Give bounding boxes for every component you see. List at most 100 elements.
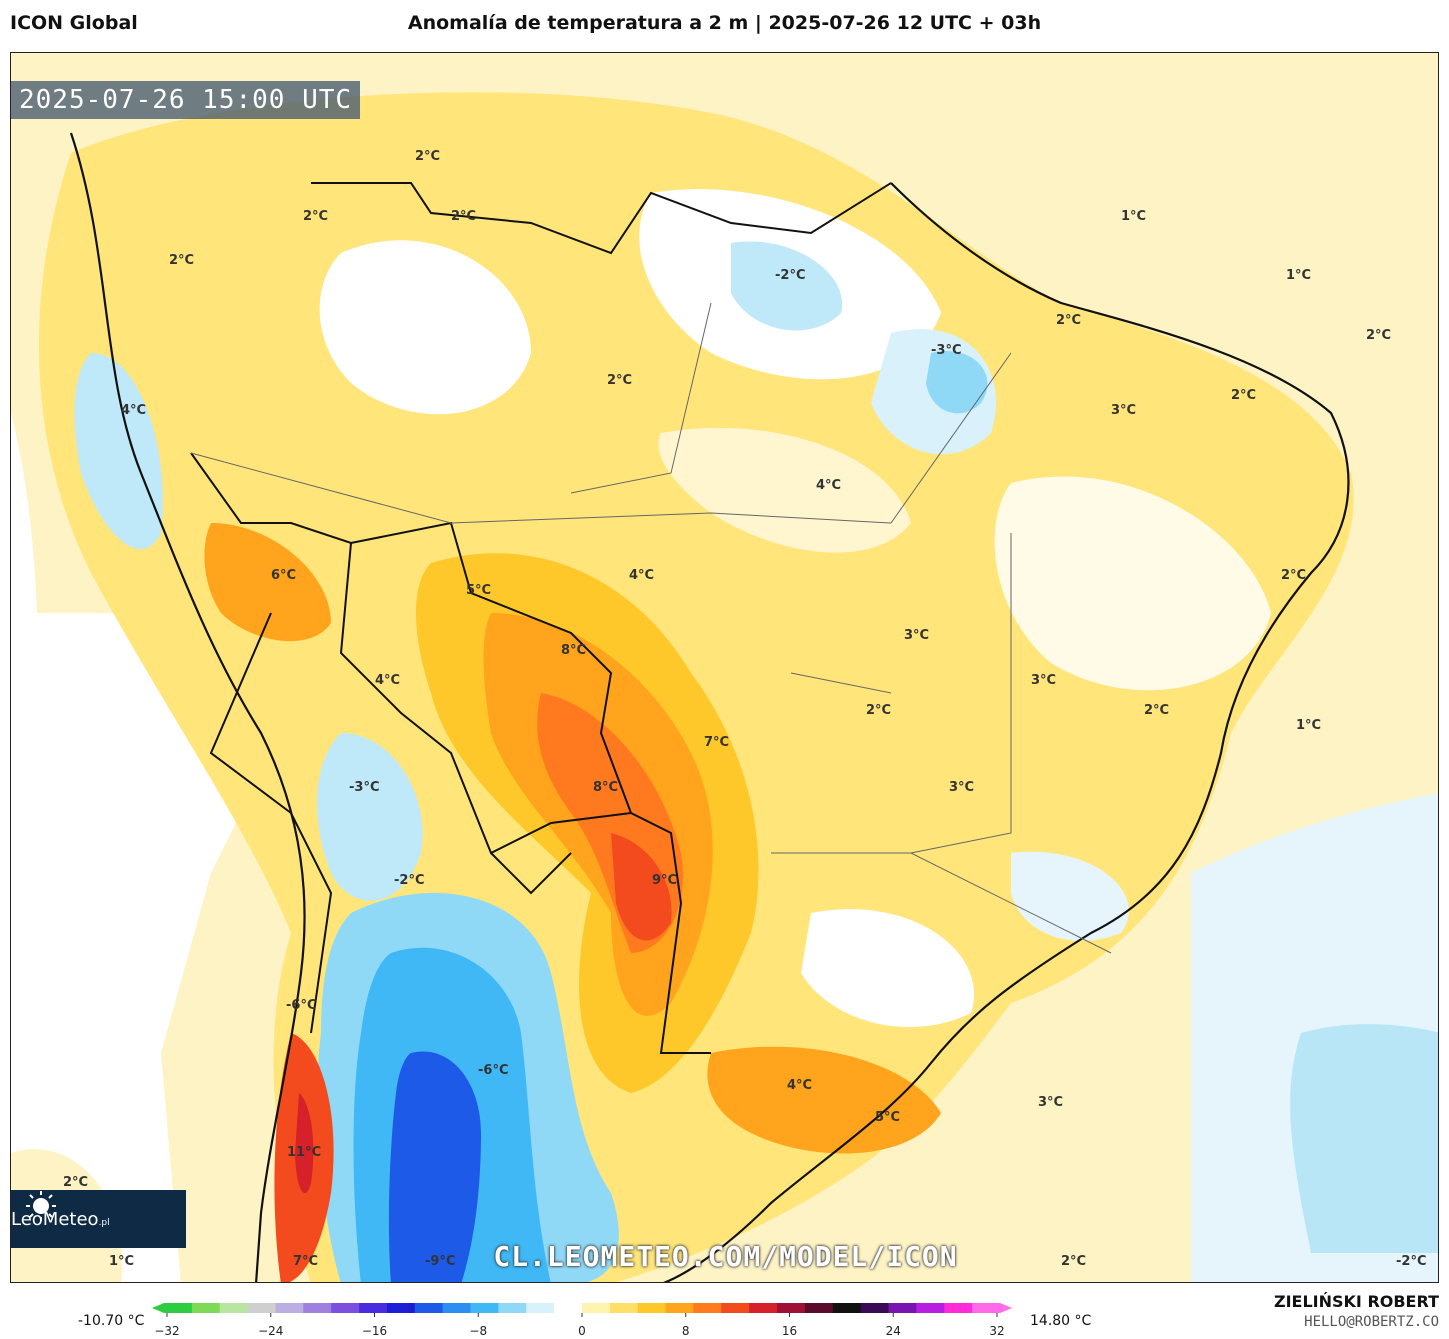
- anomaly-field: [11, 53, 1438, 1282]
- valid-time-stamp: 2025-07-26 15:00 UTC: [11, 81, 361, 119]
- colorbar-min-label: -10.70 °C: [78, 1313, 145, 1329]
- contour-label: -2°C: [775, 268, 806, 283]
- contour-label: 2°C: [1056, 313, 1082, 328]
- colorbar-swatch: [609, 1303, 639, 1313]
- website-link[interactable]: CL.LEOMETEO.COM/MODEL/ICON: [493, 1240, 958, 1273]
- colorbar-swatch: [331, 1303, 360, 1313]
- contour-label: 7°C: [293, 1254, 319, 1269]
- colorbar-swatch: [693, 1303, 722, 1313]
- contour-label: 2°C: [1231, 388, 1257, 403]
- logo-brand: LeoMeteo: [11, 1208, 99, 1230]
- contour-label: 4°C: [816, 478, 842, 493]
- contour-label: 2°C: [303, 209, 329, 224]
- colorbar-tick-label: −8: [469, 1324, 487, 1338]
- sun-icon: [26, 1191, 56, 1221]
- contour-label: 4°C: [121, 403, 147, 418]
- author-email[interactable]: HELLO@ROBERTZ.CO: [1304, 1314, 1439, 1330]
- contour-label: 4°C: [375, 673, 401, 688]
- colorbar-swatch: [554, 1303, 583, 1313]
- contour-label: 7°C: [704, 735, 730, 750]
- colorbar-swatch: [526, 1303, 555, 1313]
- contour-label: 1°C: [1286, 268, 1312, 283]
- contour-label: 3°C: [1111, 403, 1137, 418]
- colorbar-swatch: [749, 1303, 778, 1313]
- map-title: Anomalía de temperatura a 2 m | 2025-07-…: [407, 12, 1042, 34]
- author-name: ZIELIŃSKI ROBERT: [1273, 1292, 1439, 1311]
- contour-label: 8°C: [561, 643, 587, 658]
- contour-label: -6°C: [286, 998, 317, 1013]
- contour-label: -9°C: [425, 1254, 456, 1269]
- contour-label: -3°C: [349, 780, 380, 795]
- contour-label: 2°C: [607, 373, 633, 388]
- contour-label: 8°C: [593, 780, 619, 795]
- leometeo-logo[interactable]: LeoMeteo .pl: [11, 1190, 186, 1248]
- colorbar-swatch: [944, 1303, 973, 1313]
- colorbar-swatch: [721, 1303, 750, 1313]
- contour-label: 5°C: [875, 1110, 901, 1125]
- contour-label: 3°C: [1038, 1095, 1064, 1110]
- colorbar-arrow-max: [1000, 1303, 1012, 1313]
- colorbar-swatch: [777, 1303, 806, 1313]
- colorbar-swatch: [637, 1303, 667, 1313]
- colorbar-swatch: [191, 1303, 221, 1313]
- colorbar-swatch: [247, 1303, 276, 1313]
- colorbar-swatch: [832, 1303, 862, 1313]
- colorbar: −32 −24 −16 −8 0 8 16 24 32: [152, 1303, 1012, 1338]
- contour-label: 2°C: [169, 253, 195, 268]
- contour-label: 2°C: [1144, 703, 1170, 718]
- contour-label: 3°C: [904, 628, 930, 643]
- contour-label: 11°C: [287, 1145, 322, 1160]
- colorbar-swatch: [972, 1303, 1001, 1313]
- contour-label: 5°C: [466, 583, 492, 598]
- colorbar-swatch: [303, 1303, 332, 1313]
- colorbar-swatch: [442, 1303, 472, 1313]
- colorbar-max-label: 14.80 °C: [1030, 1313, 1092, 1329]
- colorbar-swatch: [804, 1303, 834, 1313]
- colorbar-swatch: [582, 1303, 611, 1313]
- colorbar-swatch: [916, 1303, 945, 1313]
- colorbar-tick-label: −16: [362, 1324, 387, 1338]
- contour-label: 1°C: [1296, 718, 1322, 733]
- contour-label: 2°C: [451, 209, 477, 224]
- contour-label: 4°C: [629, 568, 655, 583]
- contour-label: 2°C: [1366, 328, 1392, 343]
- anomaly-map[interactable]: 2025-07-26 15:00 UTC 2°C 2°C 2°C 2°C 1°C…: [10, 52, 1439, 1283]
- contour-label: 3°C: [1031, 673, 1057, 688]
- contour-label: -6°C: [478, 1063, 509, 1078]
- colorbar-swatch: [860, 1303, 890, 1313]
- colorbar-tick-label: 0: [578, 1324, 586, 1338]
- contour-label: 3°C: [949, 780, 975, 795]
- contour-label: -2°C: [1396, 1254, 1427, 1269]
- contour-label: -3°C: [931, 343, 962, 358]
- colorbar-swatch: [359, 1303, 388, 1313]
- colorbar-swatch: [470, 1303, 499, 1313]
- colorbar-swatch: [665, 1303, 694, 1313]
- colorbar-swatch: [275, 1303, 304, 1313]
- contour-label: 2°C: [866, 703, 892, 718]
- contour-label: -2°C: [394, 873, 425, 888]
- colorbar-arrow-min: [152, 1303, 164, 1313]
- colorbar-swatch: [164, 1303, 193, 1313]
- contour-label: 1°C: [109, 1254, 135, 1269]
- colorbar-swatch: [386, 1303, 416, 1313]
- contour-label: 2°C: [415, 149, 441, 164]
- colorbar-tick-label: 32: [989, 1324, 1004, 1338]
- contour-label: 4°C: [787, 1078, 813, 1093]
- colorbar-tick-label: 16: [782, 1324, 797, 1338]
- contour-label: 2°C: [63, 1175, 89, 1190]
- colorbar-swatch: [414, 1303, 444, 1313]
- colorbar-swatch: [888, 1303, 917, 1313]
- model-name: ICON Global: [10, 12, 138, 34]
- colorbar-tick-label: 8: [682, 1324, 690, 1338]
- logo-suffix: .pl: [98, 1218, 110, 1228]
- colorbar-tick-label: 24: [886, 1324, 901, 1338]
- colorbar-tick-label: −24: [258, 1324, 283, 1338]
- contour-label: 6°C: [271, 568, 297, 583]
- contour-label: 2°C: [1281, 568, 1307, 583]
- contour-label: 9°C: [652, 873, 678, 888]
- contour-label: 2°C: [1061, 1254, 1087, 1269]
- colorbar-swatch: [498, 1303, 527, 1313]
- colorbar-tick-label: −32: [154, 1324, 179, 1338]
- contour-label: 1°C: [1121, 209, 1147, 224]
- colorbar-swatch: [219, 1303, 249, 1313]
